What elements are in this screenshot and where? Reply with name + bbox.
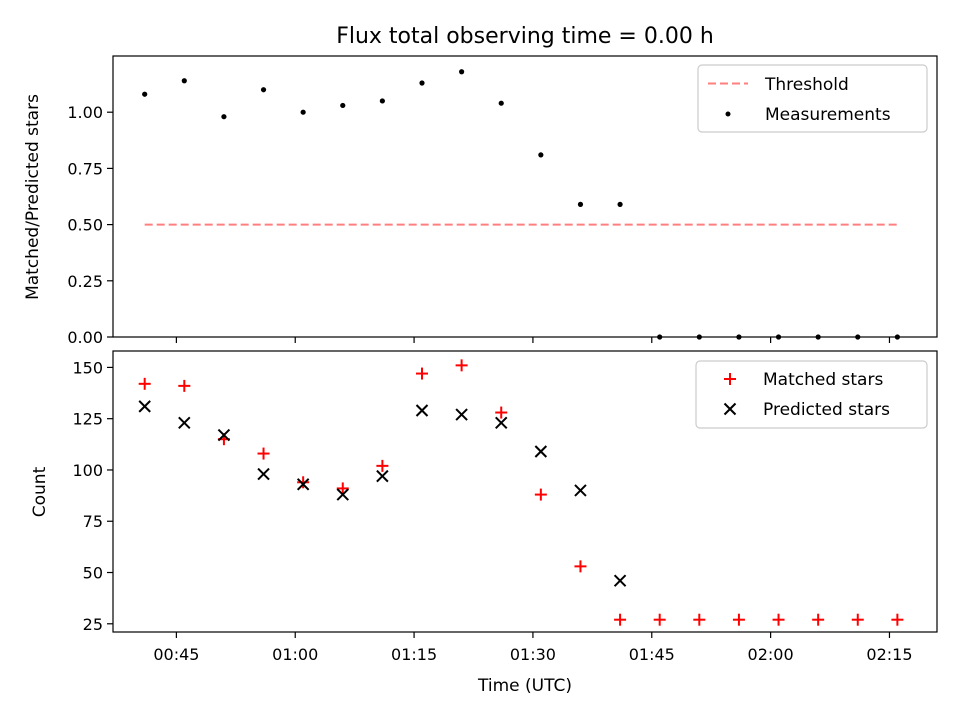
matched-star-point bbox=[495, 406, 508, 419]
top-legend-box bbox=[697, 64, 928, 133]
top-y-axis-label: Matched/Predicted stars bbox=[23, 94, 43, 300]
matched-star-point bbox=[138, 377, 151, 390]
bottom-y-axis-ticks: 25 50 75 100 125 150 bbox=[72, 358, 113, 634]
measurement-point bbox=[459, 69, 465, 75]
matched-star-point bbox=[257, 447, 270, 460]
predicted-star-point bbox=[296, 478, 310, 491]
matched-star-point bbox=[732, 613, 745, 626]
bottom-y-tick-label: 25 bbox=[83, 615, 103, 634]
top-x-axis-ticks bbox=[175, 337, 891, 343]
predicted-star-point bbox=[257, 467, 270, 481]
measurement-point bbox=[300, 109, 306, 115]
legend-marker-matched-stars bbox=[724, 373, 736, 385]
matched-star-point bbox=[534, 488, 547, 501]
bottom-plot-marks bbox=[138, 359, 904, 626]
legend-cross-glyph bbox=[723, 402, 737, 416]
bottom-plot-frame bbox=[112, 350, 938, 633]
bottom-legend: Matched stars Predicted stars bbox=[695, 360, 928, 429]
bottom-x-tick-label: 01:45 bbox=[629, 645, 675, 664]
matched-star-point bbox=[851, 613, 864, 626]
bottom-panel: 25 50 75 100 125 150 00:45 01:00 01:15 01:30 01:4… bbox=[30, 350, 938, 696]
bottom-x-tick-label: 02:15 bbox=[866, 645, 912, 664]
legend-label-matched-stars: Matched stars bbox=[763, 370, 883, 390]
top-y-tick-label: 0.00 bbox=[67, 328, 103, 347]
matched-star-point bbox=[891, 613, 904, 626]
x-axis-label: Time (UTC) bbox=[477, 676, 572, 696]
top-y-axis-ticks: 0.00 0.25 0.50 0.75 1.00 bbox=[67, 103, 113, 347]
legend-plus-glyph bbox=[724, 373, 736, 385]
measurement-point bbox=[419, 80, 425, 86]
measurement-point bbox=[538, 152, 544, 158]
measurement-point bbox=[142, 91, 148, 97]
bottom-x-axis-ticks: 00:45 01:00 01:15 01:30 01:45 02:00 02:15 bbox=[153, 632, 913, 664]
measurement-point bbox=[340, 102, 346, 109]
legend-marker-predicted-stars bbox=[723, 402, 737, 416]
bottom-y-tick-label: 150 bbox=[72, 358, 103, 377]
matched-star-point bbox=[455, 359, 468, 372]
measurement-point bbox=[577, 201, 584, 207]
top-plot-frame bbox=[112, 55, 938, 338]
predicted-star-point bbox=[495, 416, 508, 429]
legend-label-predicted-stars: Predicted stars bbox=[763, 400, 890, 420]
matched-star-point bbox=[416, 367, 428, 380]
legend-marker-measurements bbox=[725, 111, 731, 117]
bottom-x-tick-label: 01:00 bbox=[272, 645, 318, 664]
bottom-x-tick-label: 02:00 bbox=[748, 645, 794, 664]
matched-star-point bbox=[614, 613, 627, 626]
matched-star-point bbox=[336, 482, 349, 495]
bottom-x-tick-label: 01:30 bbox=[510, 645, 556, 664]
bottom-y-tick-label: 50 bbox=[83, 564, 103, 583]
matched-star-point bbox=[376, 459, 389, 472]
matched-star-point bbox=[653, 613, 666, 626]
bottom-y-axis-label: Count bbox=[30, 466, 50, 517]
predicted-star-point bbox=[336, 488, 349, 501]
legend-label-threshold: Threshold bbox=[764, 75, 849, 95]
predicted-star-point bbox=[138, 400, 151, 413]
predicted-star-point bbox=[613, 574, 627, 587]
top-y-tick-label: 0.50 bbox=[67, 216, 103, 235]
legend-label-measurements: Measurements bbox=[765, 105, 891, 125]
predicted-star-point bbox=[217, 428, 231, 442]
predicted-star-point bbox=[178, 416, 191, 429]
top-y-tick-label: 1.00 bbox=[67, 103, 103, 122]
matched-star-point bbox=[178, 379, 191, 392]
predicted-star-point bbox=[574, 484, 587, 497]
matched-star-point bbox=[574, 560, 587, 573]
bottom-y-tick-label: 100 bbox=[72, 461, 103, 480]
measurement-point bbox=[260, 87, 267, 93]
top-y-tick-label: 0.25 bbox=[67, 272, 103, 291]
measurement-point bbox=[379, 98, 385, 104]
matched-star-point bbox=[297, 476, 310, 489]
top-y-tick-label: 0.75 bbox=[67, 159, 103, 178]
matched-star-point bbox=[812, 613, 825, 626]
measurement-point bbox=[617, 201, 623, 207]
bottom-y-tick-label: 75 bbox=[83, 512, 103, 531]
matched-star-point bbox=[693, 613, 706, 626]
predicted-star-point bbox=[376, 469, 389, 483]
top-legend: Threshold Measurements bbox=[697, 64, 928, 133]
bottom-x-tick-label: 00:45 bbox=[153, 645, 199, 664]
chart-title: Flux total observing time = 0.00 h bbox=[336, 24, 714, 49]
bottom-legend-box bbox=[695, 360, 928, 429]
measurement-point bbox=[221, 114, 227, 120]
predicted-star-point bbox=[534, 445, 548, 458]
bottom-y-tick-label: 125 bbox=[72, 410, 103, 429]
bottom-x-tick-label: 01:15 bbox=[391, 645, 437, 664]
predicted-star-point bbox=[415, 404, 429, 417]
predicted-star-point bbox=[455, 408, 468, 421]
top-panel: 0.00 0.25 0.50 0.75 1.00 Matched/Predicted s… bbox=[23, 55, 938, 347]
matched-star-point bbox=[772, 613, 785, 626]
measurement-point bbox=[181, 78, 187, 84]
measurement-point bbox=[498, 100, 504, 106]
